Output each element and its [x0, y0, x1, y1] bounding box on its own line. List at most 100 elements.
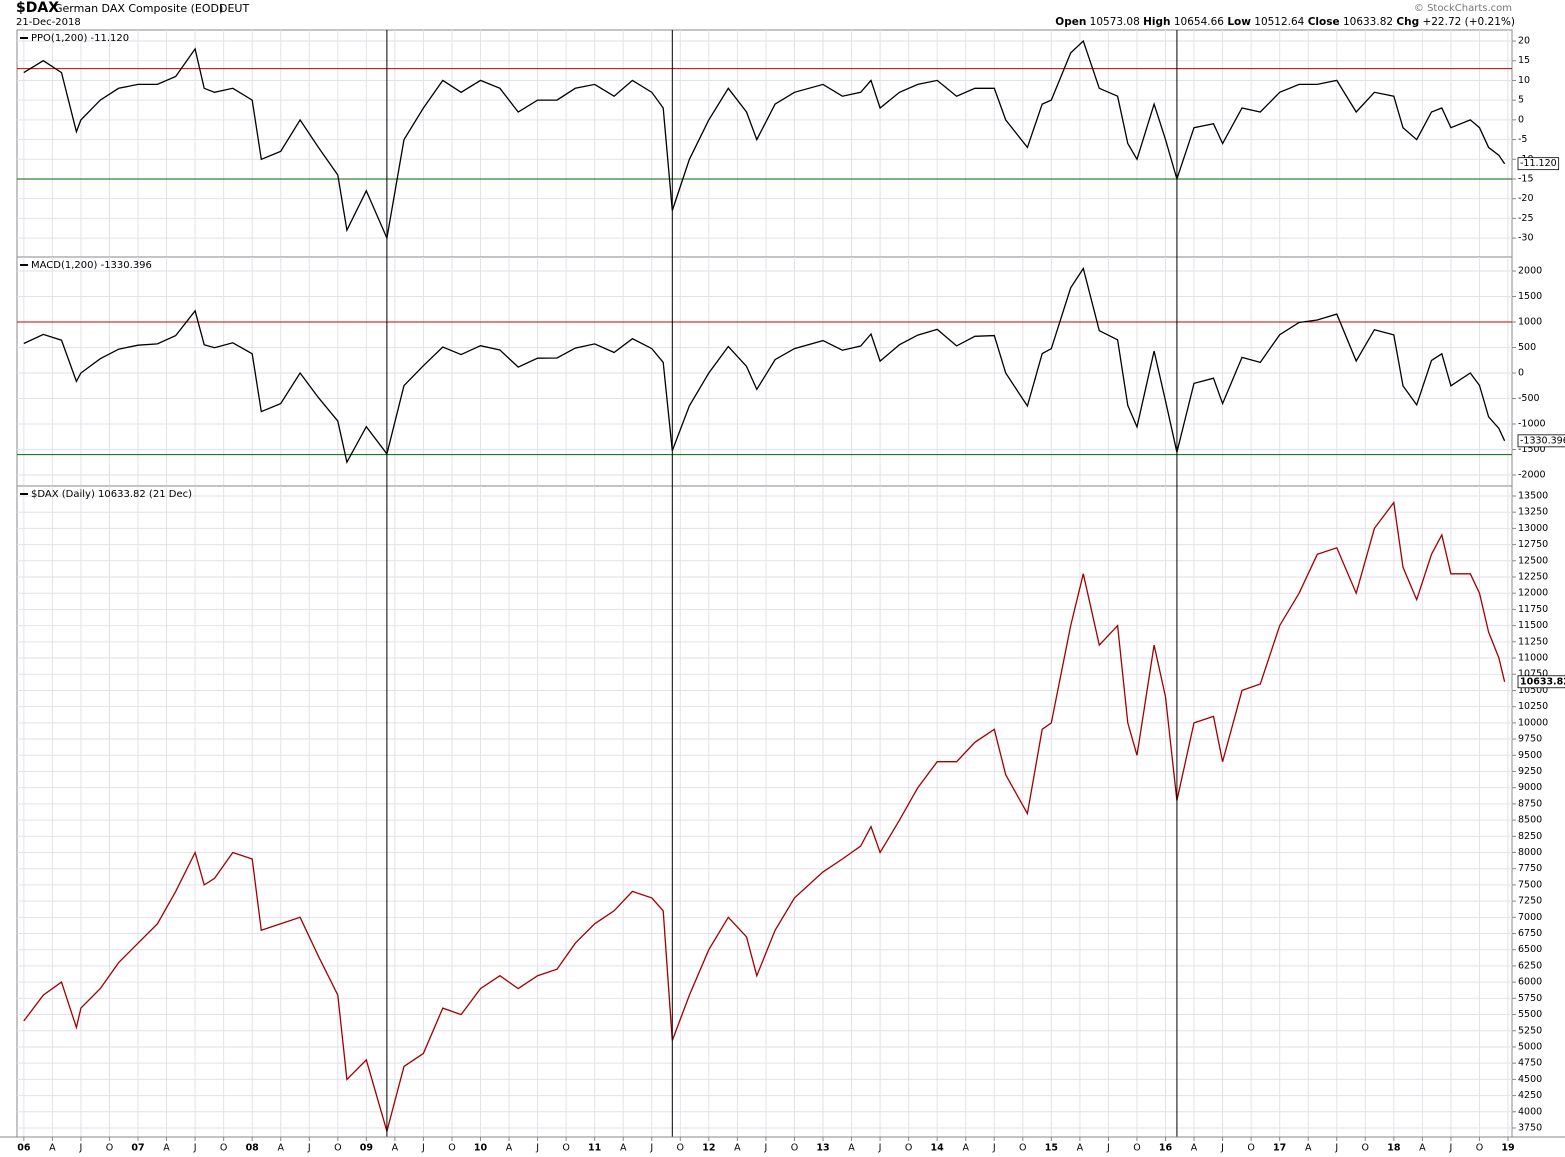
y-tick-label: 13250 [1518, 507, 1548, 518]
y-tick-label: 10750 [1518, 669, 1548, 680]
y-tick-label: 5750 [1518, 993, 1542, 1004]
x-tick-label: J [1106, 1143, 1110, 1154]
y-tick-label: 11500 [1518, 620, 1548, 631]
y-tick-label: 9000 [1518, 782, 1542, 793]
x-tick-label: A [506, 1143, 513, 1154]
last-value-box [1517, 434, 1565, 448]
y-tick-label: -1500 [1518, 444, 1546, 455]
series-line [23, 266, 1506, 465]
y-tick-label: 2000 [1518, 266, 1542, 277]
y-tick-label: 12750 [1518, 539, 1548, 550]
quote-label: High [1143, 16, 1170, 28]
y-tick-label: 6500 [1518, 944, 1542, 955]
x-tick-label: O [1476, 1143, 1483, 1154]
y-tick-label: 13500 [1518, 490, 1548, 501]
x-tick-label: A [620, 1143, 627, 1154]
quote-label: Open [1055, 16, 1086, 28]
x-tick-label: 13 [816, 1143, 829, 1154]
y-tick-label: 9500 [1518, 750, 1542, 761]
x-tick-label: J [193, 1143, 197, 1154]
y-tick-label: 12500 [1518, 555, 1548, 566]
quote-value: 10654.66 [1174, 16, 1224, 28]
y-tick-label: 1500 [1518, 291, 1542, 302]
y-tick-label: 20 [1518, 36, 1530, 47]
panel [16, 29, 1513, 258]
quote-label: Chg [1396, 16, 1419, 28]
quote-label: Close [1308, 16, 1340, 28]
x-tick-label: O [1133, 1143, 1140, 1154]
y-tick-label: 11250 [1518, 636, 1548, 647]
x-tick-label: O [448, 1143, 455, 1154]
x-tick-label: A [163, 1143, 170, 1154]
quote: Open 10573.08 High 10654.66 Low 10512.64… [1055, 16, 1515, 28]
x-tick-label: J [535, 1143, 539, 1154]
y-tick-label: 9250 [1518, 766, 1542, 777]
symbol: $DAX [16, 0, 59, 16]
y-tick-label: 0 [1518, 114, 1524, 125]
y-tick-label: -5 [1518, 134, 1527, 145]
y-tick-label: 4500 [1518, 1074, 1542, 1085]
panel-title: MACD(1,200) -1330.396 [31, 260, 152, 271]
x-tick-label: A [1191, 1143, 1198, 1154]
x-tick-label: 11 [588, 1143, 601, 1154]
x-tick-label: J [1220, 1143, 1224, 1154]
y-tick-label: 11000 [1518, 653, 1548, 664]
x-tick-label: 07 [131, 1143, 144, 1154]
y-tick-label: -20 [1518, 193, 1534, 204]
y-tick-label: -25 [1518, 213, 1534, 224]
x-tick-label: A [1305, 1143, 1312, 1154]
x-tick-label: 16 [1159, 1143, 1173, 1154]
y-tick-label: 5250 [1518, 1025, 1542, 1036]
y-tick-label: -2000 [1518, 469, 1546, 480]
x-tick-label: O [220, 1143, 227, 1154]
x-tick-label: O [677, 1143, 684, 1154]
y-tick-label: -15 [1518, 173, 1534, 184]
panel-title: $DAX (Daily) 10633.82 (21 Dec) [31, 489, 192, 500]
quote-value: +22.72 (+0.21%) [1422, 16, 1515, 28]
x-tick-label: 19 [1501, 1143, 1514, 1154]
y-tick-label: 500 [1518, 342, 1536, 353]
x-tick-label: A [277, 1143, 284, 1154]
y-tick-label: 1000 [1518, 317, 1542, 328]
x-tick-label: J [79, 1143, 83, 1154]
y-tick-label: 15 [1518, 55, 1530, 66]
x-tick-label: O [791, 1143, 798, 1154]
y-tick-label: 8750 [1518, 798, 1542, 809]
y-tick-label: 7750 [1518, 863, 1542, 874]
y-tick-label: 6750 [1518, 928, 1542, 939]
x-tick-label: 08 [246, 1143, 260, 1154]
x-tick-label: O [334, 1143, 341, 1154]
x-tick-label: 18 [1387, 1143, 1401, 1154]
x-tick-label: A [962, 1143, 969, 1154]
x-tick-label: A [848, 1143, 855, 1154]
y-tick-label: 5000 [1518, 1041, 1542, 1052]
y-tick-label: 4250 [1518, 1090, 1542, 1101]
panel-title: PPO(1,200) -11.120 [31, 33, 129, 44]
x-tick-label: 09 [360, 1143, 373, 1154]
y-tick-label: 10500 [1518, 685, 1548, 696]
x-tick-label: J [421, 1143, 425, 1154]
x-tick-label: O [1019, 1143, 1026, 1154]
x-tick-label: 14 [931, 1143, 945, 1154]
x-tick-label: A [392, 1143, 399, 1154]
y-tick-label: 7500 [1518, 879, 1542, 890]
y-tick-label: 8000 [1518, 847, 1542, 858]
x-tick-label: J [1334, 1143, 1338, 1154]
y-tick-label: -500 [1518, 393, 1540, 404]
panel [16, 485, 1513, 1138]
y-tick-label: 6250 [1518, 960, 1542, 971]
y-tick-label: 5500 [1518, 1009, 1542, 1020]
credit: © StockCharts.com [1414, 3, 1512, 14]
y-tick-label: 10000 [1518, 717, 1548, 728]
last-value-label: -11.120 [1520, 158, 1557, 169]
x-tick-label: 12 [702, 1143, 715, 1154]
y-tick-label: 8500 [1518, 815, 1542, 826]
y-tick-label: 10250 [1518, 701, 1548, 712]
security-name: German DAX Composite (EOD) [54, 2, 223, 15]
series-line [23, 39, 1506, 241]
y-tick-label: 13000 [1518, 523, 1548, 534]
panel [16, 256, 1513, 487]
x-tick-label: O [562, 1143, 569, 1154]
x-tick-label: J [992, 1143, 996, 1154]
